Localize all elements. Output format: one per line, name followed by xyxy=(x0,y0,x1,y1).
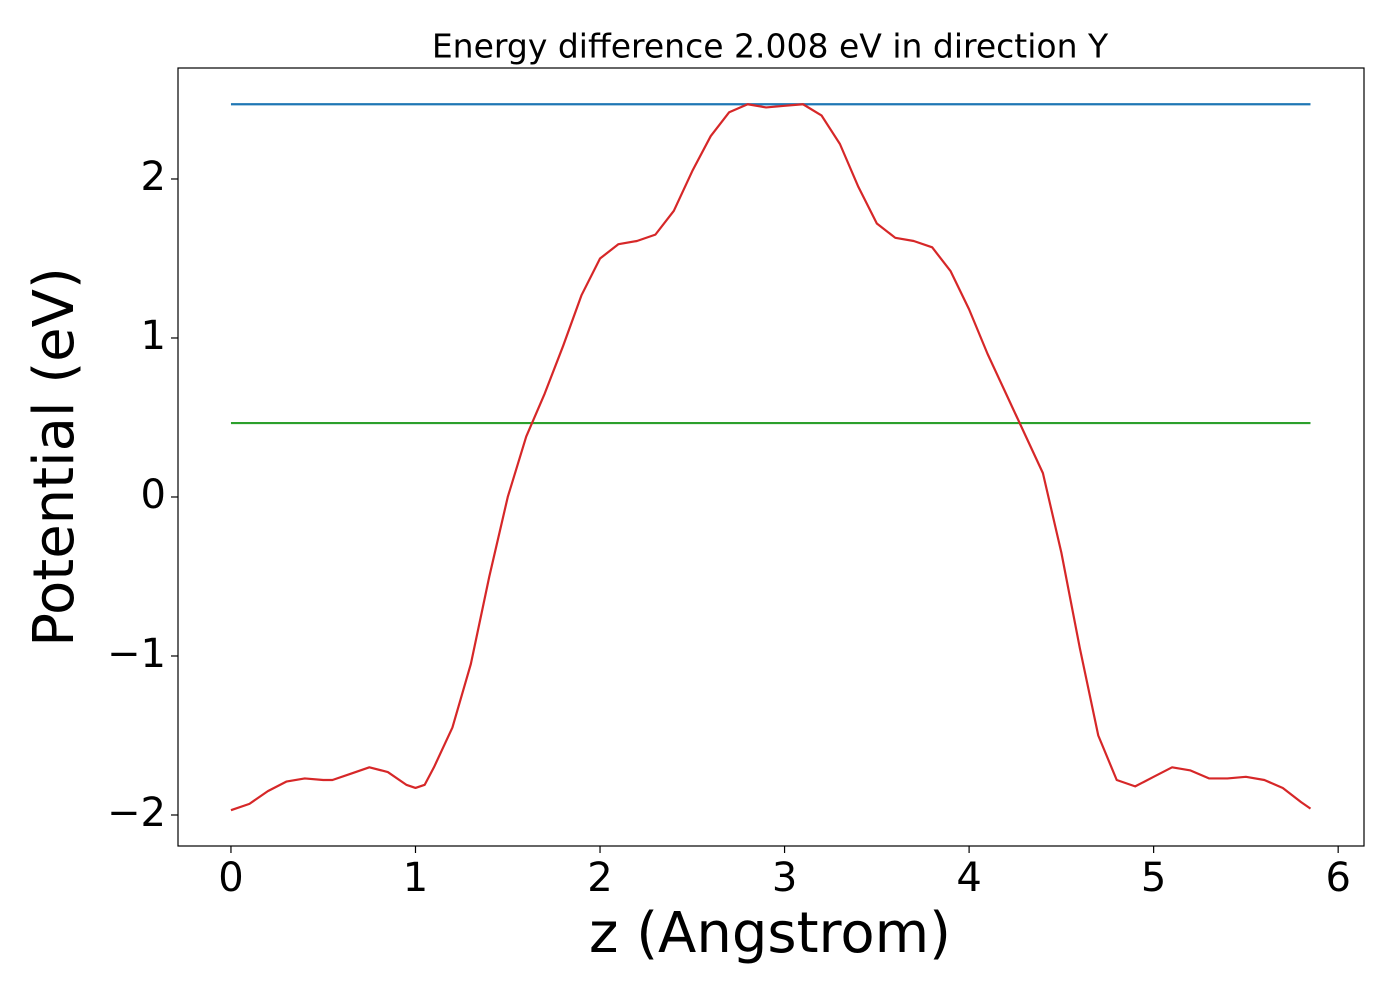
y-tick-label: 1 xyxy=(141,313,166,359)
chart-title: Energy difference 2.008 eV in direction … xyxy=(432,27,1109,66)
x-tick-label: 0 xyxy=(218,855,243,901)
y-tick-label: −2 xyxy=(107,790,166,836)
y-tick-label: 2 xyxy=(141,154,166,200)
x-tick-label: 4 xyxy=(956,855,981,901)
x-tick-label: 1 xyxy=(403,855,428,901)
x-axis-label: z (Angstrom) xyxy=(589,901,951,966)
line-series xyxy=(230,103,1312,812)
x-tick-label: 5 xyxy=(1141,855,1166,901)
y-axis-label: Potential (eV) xyxy=(22,267,87,647)
y-tick-label: −1 xyxy=(107,631,166,677)
plot-frame xyxy=(177,67,1365,847)
x-tick-label: 2 xyxy=(587,855,612,901)
x-tick-label: 6 xyxy=(1325,855,1350,901)
y-tick-label: 0 xyxy=(141,472,166,518)
x-tick-label: 3 xyxy=(772,855,797,901)
